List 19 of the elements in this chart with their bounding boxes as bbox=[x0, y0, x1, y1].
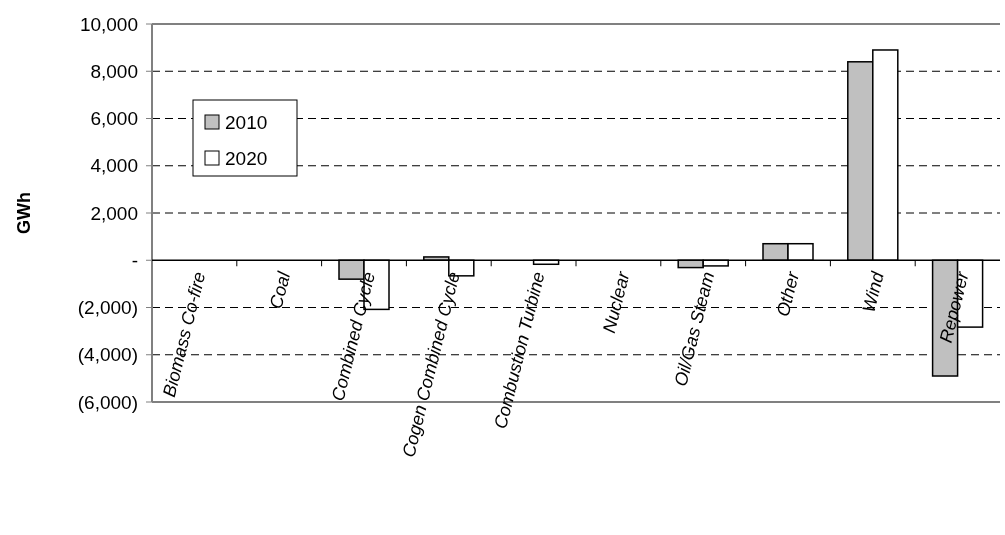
y-tick-label: 4,000 bbox=[90, 155, 138, 177]
legend-label: 2020 bbox=[225, 147, 268, 169]
x-tick-label: Other bbox=[772, 268, 804, 319]
y-axis-title: GWh bbox=[14, 192, 34, 234]
y-tick-label: (6,000) bbox=[77, 391, 138, 413]
x-tick-label: Coal bbox=[265, 268, 295, 311]
y-tick-label: 6,000 bbox=[90, 108, 138, 130]
x-tick-label: Biomass Co-fire bbox=[159, 269, 210, 399]
y-tick-label: (2,000) bbox=[77, 297, 138, 319]
y-tick-label: 2,000 bbox=[90, 202, 138, 224]
legend-label: 2010 bbox=[225, 111, 268, 133]
x-tick-label: Combined Cycle bbox=[327, 269, 379, 403]
y-tick-label: 10,000 bbox=[79, 13, 138, 35]
x-tick-label: Oil/Gas Steam bbox=[670, 269, 719, 389]
y-tick-label: (4,000) bbox=[77, 344, 138, 366]
y-tick-label: 8,000 bbox=[90, 60, 138, 82]
y-tick-label: - bbox=[131, 249, 138, 271]
x-tick-label: Wind bbox=[858, 268, 889, 315]
x-tick-label: Nuclear bbox=[598, 268, 634, 335]
